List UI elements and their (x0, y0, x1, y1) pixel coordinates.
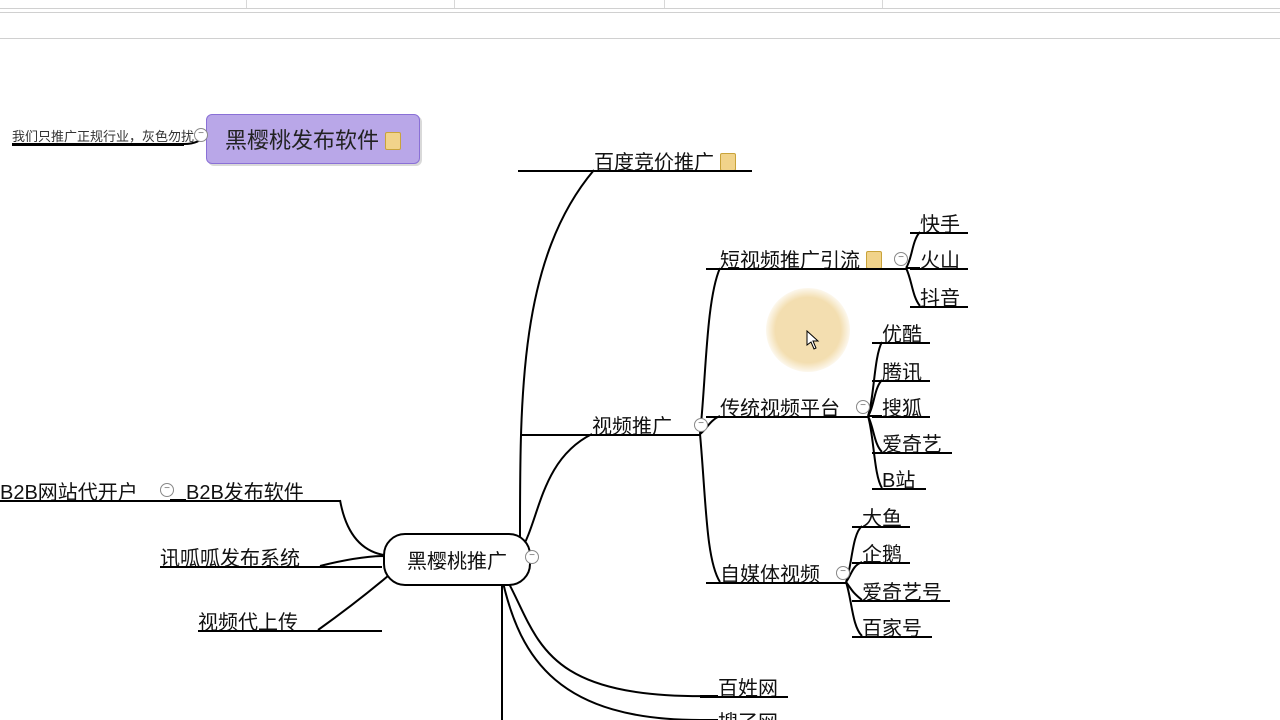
branch-underline (910, 232, 968, 234)
float-note[interactable]: 我们只推广正规行业，灰色勿扰 (12, 126, 194, 146)
branch-underline (852, 636, 932, 638)
branch-underline (910, 306, 968, 308)
toolbar-separator (0, 38, 1280, 39)
branch-underline (852, 562, 910, 564)
branch-underline (872, 380, 930, 382)
toolbar-divider (454, 0, 455, 8)
mindmap-canvas[interactable]: 黑樱桃推广我们只推广正规行业，灰色勿扰黑樱桃发布软件B2B网站代开户B2B发布软… (0, 0, 1280, 720)
branch-underline (852, 600, 950, 602)
branch-underline (872, 488, 926, 490)
node-label: 黑樱桃推广 (407, 551, 507, 573)
node-label: 黑樱桃发布软件 (225, 128, 379, 153)
cursor-icon (806, 330, 820, 350)
branch-underline (852, 526, 910, 528)
branch-underline (706, 582, 846, 584)
collapse-toggle[interactable]: − (856, 400, 870, 414)
branch-underline (706, 416, 868, 418)
toolbar-divider (664, 0, 665, 8)
node-label: 我们只推广正规行业，灰色勿扰 (12, 129, 194, 144)
branch-underline (518, 170, 752, 172)
mindmap-root[interactable]: 黑樱桃推广 (383, 533, 531, 586)
branch-underline (872, 342, 930, 344)
toolbar-separator (0, 12, 1280, 13)
branch-underline (872, 452, 952, 454)
branch-underline (198, 630, 382, 632)
collapse-toggle[interactable]: − (160, 483, 174, 497)
branch-underline (12, 144, 184, 146)
collapse-toggle[interactable]: − (525, 550, 539, 564)
collapse-toggle[interactable]: − (694, 418, 708, 432)
collapse-toggle[interactable]: − (836, 566, 850, 580)
collapse-toggle[interactable]: − (894, 252, 908, 266)
note-icon[interactable] (720, 153, 736, 171)
float-bubble[interactable]: 黑樱桃发布软件 (206, 114, 420, 164)
right-branch[interactable]: 搜了网 (718, 706, 778, 720)
toolbar-separator (0, 8, 1280, 9)
collapse-toggle[interactable]: − (194, 128, 208, 142)
branch-underline (706, 268, 906, 270)
branch-underline (872, 416, 930, 418)
branch-underline (700, 696, 788, 698)
note-icon[interactable] (385, 132, 401, 150)
branch-underline (910, 268, 968, 270)
branch-underline (520, 434, 700, 436)
toolbar-divider (882, 0, 883, 8)
toolbar-divider (246, 0, 247, 8)
node-label: 搜了网 (718, 712, 778, 720)
branch-underline (160, 566, 382, 568)
mindmap-edges (0, 0, 1280, 720)
branch-underline (186, 500, 314, 502)
note-icon[interactable] (866, 251, 882, 269)
